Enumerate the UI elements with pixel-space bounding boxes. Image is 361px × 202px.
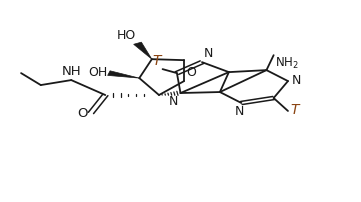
Text: N: N: [292, 74, 301, 87]
Polygon shape: [134, 42, 152, 59]
Text: NH$_2$: NH$_2$: [275, 56, 299, 71]
Text: N: N: [168, 95, 178, 108]
Text: HO: HO: [117, 29, 136, 42]
Text: T: T: [152, 54, 161, 68]
Text: O: O: [77, 107, 87, 120]
Text: N: N: [235, 105, 244, 118]
Polygon shape: [108, 71, 139, 78]
Text: O: O: [186, 66, 196, 79]
Text: NH: NH: [61, 65, 81, 78]
Text: OH: OH: [88, 66, 107, 79]
Text: N: N: [204, 47, 213, 60]
Text: T: T: [291, 103, 299, 117]
